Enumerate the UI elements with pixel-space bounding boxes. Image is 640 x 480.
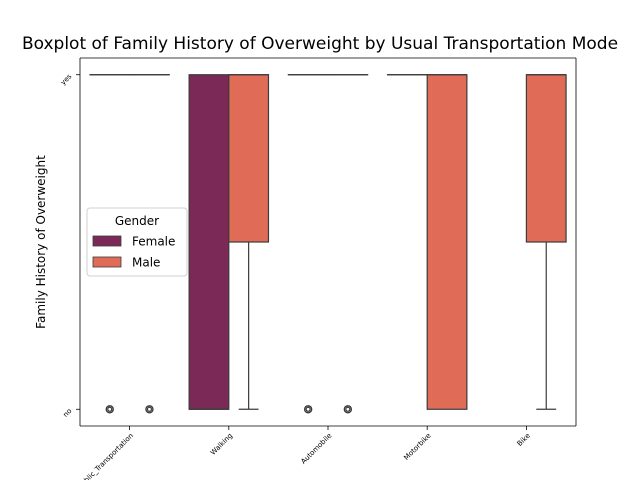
y-tick-label-yes: yes — [59, 72, 73, 86]
legend: Gender Female Male — [86, 207, 188, 277]
legend-label-female: Female — [132, 235, 175, 249]
box-male-walking — [228, 74, 270, 243]
chart-title: Boxplot of Family History of Overweight … — [22, 34, 618, 54]
legend-swatch-female — [92, 235, 122, 247]
outlier-inner-female-automobile — [305, 406, 311, 412]
x-tick-label-automobile: Automobile — [299, 432, 333, 466]
outlier-inner-male-public_transportation — [146, 406, 153, 412]
outlier-female-public_transportation — [105, 405, 114, 414]
x-tick-label-bike: Bike — [516, 432, 532, 448]
box-male-motorbike — [426, 74, 468, 410]
outlier-inner-male-automobile — [345, 406, 351, 412]
outlier-male-automobile — [343, 405, 353, 414]
legend-label-male: Male — [132, 256, 160, 270]
x-tick-label-public_transportation: Public_Transportation — [76, 432, 135, 480]
x-tick-label-walking: Walking — [209, 432, 234, 457]
y-axis-label: Family History of Overweight — [34, 155, 48, 329]
x-tick-label-motorbike: Motorbike — [402, 432, 432, 462]
outlier-inner-female-public_transportation — [107, 406, 113, 412]
y-tick-label-no: no — [62, 407, 74, 419]
outlier-female-automobile — [303, 405, 313, 414]
outlier-male-public_transportation — [145, 405, 154, 414]
box-male-bike — [525, 74, 567, 243]
legend-swatch-male — [92, 256, 122, 268]
legend-title: Gender — [115, 214, 159, 228]
box-female-walking — [188, 74, 230, 410]
